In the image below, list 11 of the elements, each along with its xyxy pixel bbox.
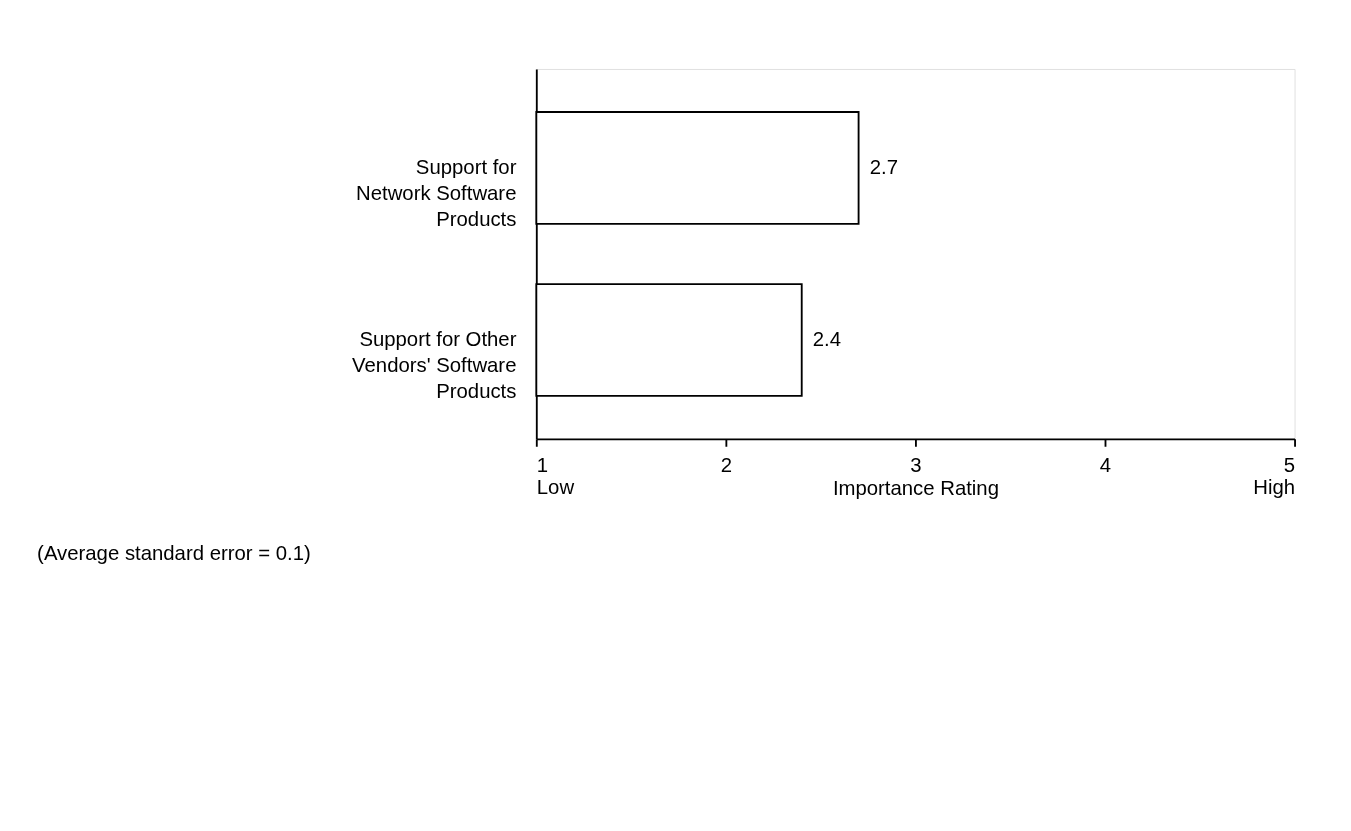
x-tick-label: 5 High bbox=[1253, 453, 1296, 498]
x-tick-label: 2 bbox=[720, 453, 733, 476]
y-tick-label: Support for Network Software Products bbox=[356, 156, 517, 231]
x-tick-label: 1 Low bbox=[536, 453, 575, 498]
data-label: 2.7 bbox=[869, 156, 898, 179]
x-tick-label: 3 bbox=[910, 453, 922, 476]
x-axis-title: Importance Rating bbox=[832, 476, 999, 499]
y-tick-label: Support for Other Vendors' Software Products bbox=[352, 328, 517, 403]
text: (Average standard error = 0.1) bbox=[37, 542, 311, 565]
x-tick-label: 4 bbox=[1099, 453, 1112, 476]
data-label: 2.4 bbox=[812, 328, 842, 351]
